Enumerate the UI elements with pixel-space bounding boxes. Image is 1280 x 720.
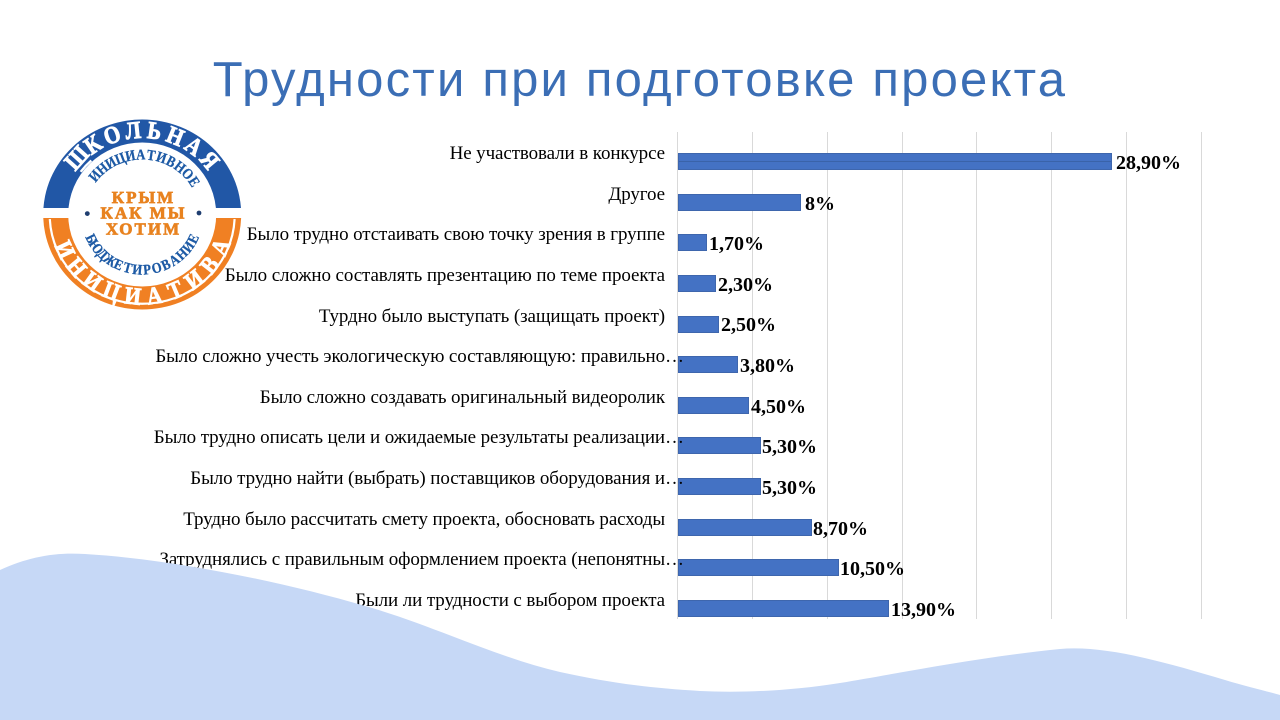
- svg-text:Ь: Ь: [146, 116, 163, 145]
- svg-text:И: И: [124, 148, 137, 166]
- svg-text:И: И: [132, 261, 144, 278]
- svg-text:О: О: [100, 120, 124, 151]
- svg-text:Т: Т: [122, 259, 134, 277]
- svg-text:Л: Л: [124, 116, 142, 144]
- svg-text:Р: Р: [143, 261, 152, 278]
- svg-text:Т: Т: [146, 148, 157, 165]
- svg-text:И: И: [123, 282, 142, 311]
- svg-text:А: А: [136, 148, 146, 164]
- svg-text:О: О: [150, 259, 164, 277]
- svg-text:ХОТИМ: ХОТИМ: [106, 220, 181, 239]
- svg-text:КАК МЫ: КАК МЫ: [101, 204, 187, 223]
- svg-text:А: А: [145, 281, 164, 310]
- svg-text:КРЫМ: КРЫМ: [112, 188, 175, 207]
